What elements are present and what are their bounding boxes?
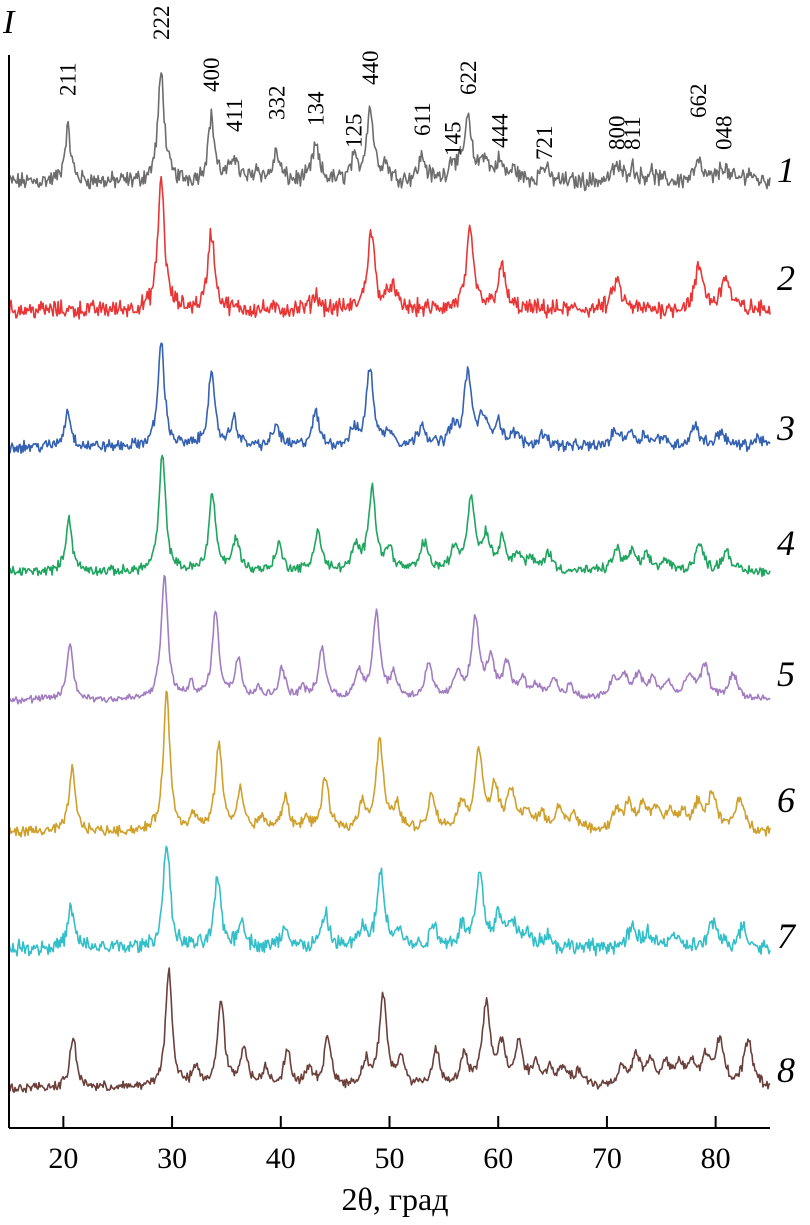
pattern-group: [8, 72, 771, 1094]
curve-number-5: 5: [777, 654, 795, 694]
x-tick-label-40: 40: [266, 1142, 296, 1175]
reflection-label-134: 134: [304, 91, 329, 126]
reflection-label-662: 662: [686, 83, 711, 118]
y-axis-label: I: [2, 4, 16, 41]
reflection-label-622: 622: [456, 61, 481, 96]
reflection-label-811: 811: [620, 116, 645, 150]
reflection-label-611: 611: [410, 102, 435, 136]
curve-number-4: 4: [777, 523, 795, 563]
x-tick-label-50: 50: [375, 1142, 405, 1175]
x-tick-label-30: 30: [157, 1142, 187, 1175]
reflection-label-400: 400: [199, 57, 224, 92]
x-tick-label-70: 70: [592, 1142, 622, 1175]
pattern-line-8: [8, 967, 771, 1094]
reflection-label-721: 721: [532, 126, 557, 161]
reflection-label-222: 222: [149, 6, 174, 41]
x-tick-label-60: 60: [483, 1142, 513, 1175]
curve-number-3: 3: [776, 408, 795, 448]
curve-number-8: 8: [777, 1050, 795, 1090]
pattern-line-4: [8, 454, 771, 578]
pattern-line-6: [8, 690, 771, 838]
curve-number-2: 2: [777, 258, 795, 298]
x-tick-label-20: 20: [48, 1142, 78, 1175]
reflection-label-800: 800: [605, 115, 630, 150]
reflection-label-145: 145: [441, 122, 466, 157]
x-axis-label: 2θ, град: [342, 1181, 449, 1217]
curve-number-7: 7: [777, 916, 797, 956]
x-tick-group: 20 30 40 50 60 70 80: [48, 1116, 731, 1175]
curve-number-1: 1: [777, 150, 795, 190]
pattern-line-3: [8, 342, 771, 454]
reflection-label-211: 211: [56, 62, 81, 96]
pattern-line-7: [8, 845, 771, 957]
reflection-label-125: 125: [342, 113, 367, 148]
reflection-label-411: 411: [222, 98, 247, 132]
x-tick-label-80: 80: [701, 1142, 731, 1175]
pattern-line-1: [8, 72, 771, 192]
curve-number-6: 6: [777, 780, 795, 820]
reflection-label-440: 440: [358, 50, 383, 85]
pattern-line-5: [8, 574, 771, 705]
reflection-label-444: 444: [487, 113, 512, 148]
reflection-label-048: 048: [711, 116, 736, 151]
curve-number-group: 1 2 3 4 5 6 7 8: [776, 150, 797, 1090]
pattern-line-2: [8, 175, 771, 320]
reflection-label-332: 332: [264, 85, 289, 120]
